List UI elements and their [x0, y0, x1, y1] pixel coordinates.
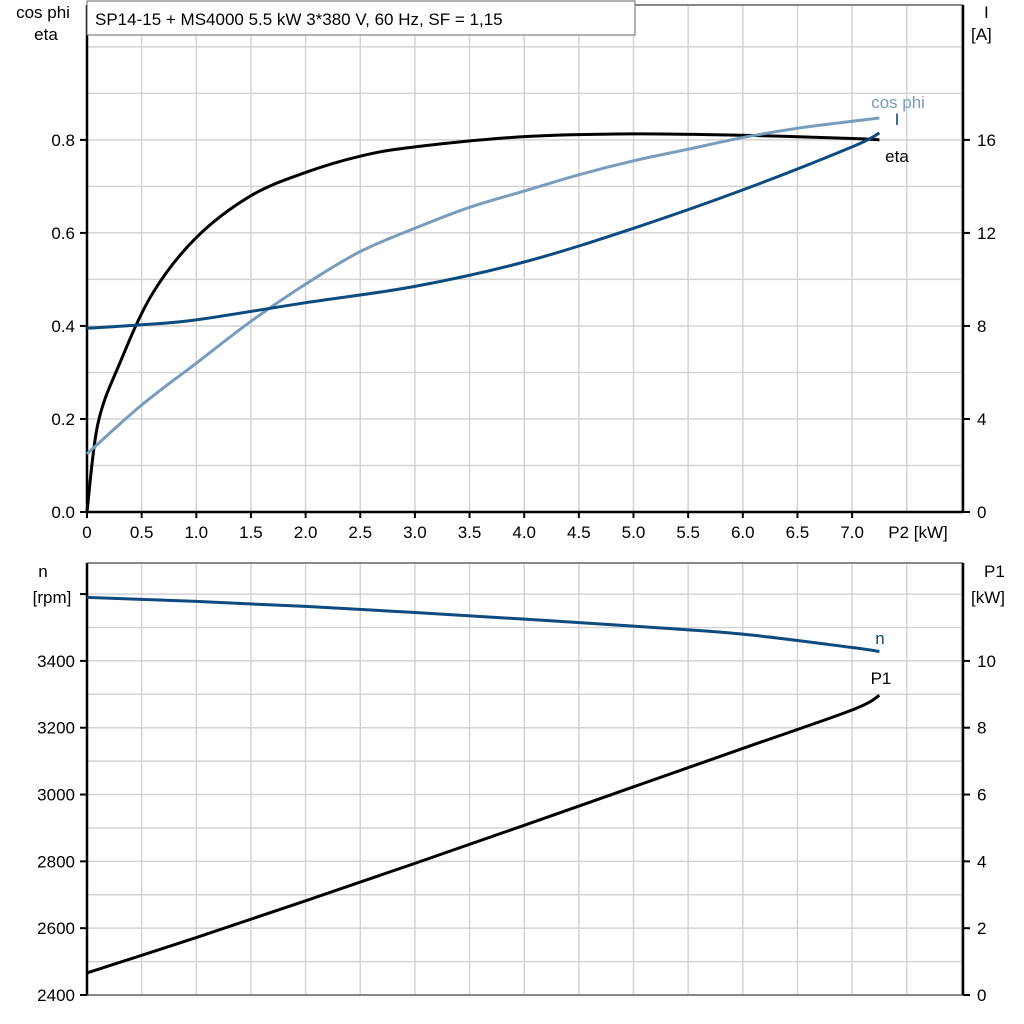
- y-tick-label-left: 3400: [37, 652, 75, 671]
- x-tick-label: 5.0: [622, 523, 646, 542]
- x-tick-label: 4.0: [512, 523, 536, 542]
- right-axis-title: I: [984, 3, 989, 22]
- y-tick-label-left: 2400: [37, 986, 75, 1005]
- y-tick-label-right: 2: [977, 919, 986, 938]
- x-tick-label: 0: [82, 523, 91, 542]
- y-tick-label-left: 0.6: [51, 224, 75, 243]
- x-tick-label: 2.0: [294, 523, 318, 542]
- y-tick-label-right: 4: [977, 852, 986, 871]
- y-tick-label-left: 2800: [37, 852, 75, 871]
- series-label-n: n: [875, 629, 884, 648]
- series-label-P1: P1: [871, 669, 892, 688]
- left-axis-title: n: [38, 562, 47, 581]
- x-tick-label: 3.0: [403, 523, 427, 542]
- series-line-cos-phi: [86, 116, 880, 455]
- y-tick-label-left: 3000: [37, 786, 75, 805]
- series-label-cos-phi: cos phi: [871, 93, 925, 112]
- y-tick-label-right: 6: [977, 786, 986, 805]
- series-line-n: [86, 595, 880, 654]
- left-axis-title: [rpm]: [33, 588, 72, 607]
- x-tick-label: 7.0: [840, 523, 864, 542]
- y-tick-label-right: 16: [977, 131, 996, 150]
- right-axis-title: [kW]: [971, 588, 1005, 607]
- series-line-I: [86, 131, 881, 330]
- x-tick-label: 1.5: [239, 523, 263, 542]
- y-tick-label-right: 4: [977, 410, 986, 429]
- y-tick-label-right: 8: [977, 719, 986, 738]
- x-tick-label: 2.5: [348, 523, 372, 542]
- y-tick-label-left: 0.0: [51, 503, 75, 522]
- right-axis-title: P1: [984, 562, 1005, 581]
- series-line-P1: [86, 693, 881, 975]
- series-label-I: I: [895, 110, 900, 129]
- series-label-eta: eta: [885, 147, 909, 166]
- x-tick-label: 6.5: [786, 523, 810, 542]
- series-line-eta: [85, 132, 880, 513]
- y-tick-label-right: 8: [977, 317, 986, 336]
- x-tick-label: 1.0: [184, 523, 208, 542]
- y-tick-label-right: 12: [977, 224, 996, 243]
- x-tick-label: 4.5: [567, 523, 591, 542]
- y-tick-label-left: 0.4: [51, 317, 75, 336]
- x-tick-label: 0.5: [130, 523, 154, 542]
- title-box: [86, 0, 636, 36]
- y-tick-label-right: 10: [977, 652, 996, 671]
- y-tick-label-left: 2600: [37, 919, 75, 938]
- y-tick-label-right: 0: [977, 503, 986, 522]
- y-tick-label-left: 3200: [37, 719, 75, 738]
- left-axis-title: cos phi: [16, 3, 70, 22]
- x-tick-label: 3.5: [458, 523, 482, 542]
- x-axis-title: P2 [kW]: [888, 523, 948, 542]
- y-tick-label-left: 0.2: [51, 410, 75, 429]
- right-axis-title: [A]: [971, 25, 992, 44]
- x-tick-label: 6.0: [731, 523, 755, 542]
- chart-title: SP14-15 + MS4000 5.5 kW 3*380 V, 60 Hz, …: [95, 10, 503, 29]
- left-axis-title: eta: [34, 25, 58, 44]
- x-tick-label: 5.5: [676, 523, 700, 542]
- y-tick-label-left: 0.8: [51, 131, 75, 150]
- y-tick-label-right: 0: [977, 986, 986, 1005]
